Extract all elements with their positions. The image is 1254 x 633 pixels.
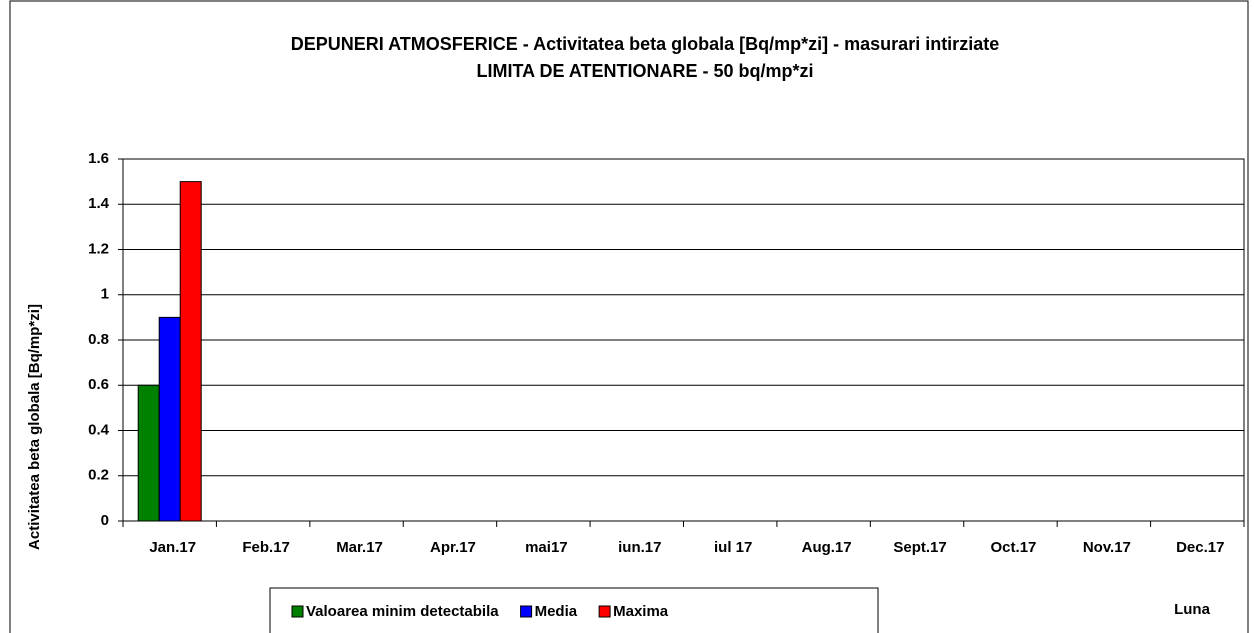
chart-title: DEPUNERI ATMOSFERICE - Activitatea beta … (291, 34, 999, 54)
bar (179, 181, 202, 522)
legend-box (269, 587, 879, 633)
bar (137, 384, 160, 522)
x-tick-label: iul 17 (714, 539, 752, 556)
y-tick-label: 0.8 (88, 331, 109, 348)
y-tick-label: 0.4 (88, 421, 110, 438)
x-axis-label: Luna (1174, 601, 1210, 618)
legend: Valoarea minim detectabila Media Maxima (291, 603, 669, 620)
legend-swatch (598, 605, 611, 618)
x-tick-label: Dec.17 (1176, 539, 1224, 556)
x-tick-label: Aug.17 (802, 539, 852, 556)
y-tick-label: 0.6 (88, 376, 109, 393)
x-tick-label: Sept.17 (893, 539, 946, 556)
x-tick-label: mai17 (525, 539, 568, 556)
y-tick-label: 1.4 (88, 195, 110, 212)
x-tick-label: Feb.17 (242, 539, 290, 556)
x-tick-label: Apr.17 (430, 539, 476, 556)
legend-label: Media (535, 603, 578, 620)
legend-swatch (291, 605, 304, 618)
chart-subtitle: LIMITA DE ATENTIONARE - 50 bq/mp*zi (477, 61, 814, 81)
x-tick-label: Mar.17 (336, 539, 383, 556)
legend-swatch (520, 605, 533, 618)
x-tick-label: iun.17 (618, 539, 661, 556)
x-tick-label: Nov.17 (1083, 539, 1131, 556)
y-tick-label: 1 (101, 286, 109, 303)
y-tick-label: 1.6 (88, 150, 109, 167)
legend-label: Maxima (613, 603, 669, 620)
y-axis-label: Activitatea beta globala [Bq/mp*zi] (26, 304, 43, 550)
y-tick-label: 1.2 (88, 240, 109, 257)
y-tick-label: 0.2 (88, 467, 109, 484)
bar (158, 316, 181, 522)
x-tick-label: Jan.17 (149, 539, 196, 556)
x-tick-label: Oct.17 (991, 539, 1037, 556)
legend-label: Valoarea minim detectabila (306, 603, 499, 620)
y-tick-label: 0 (101, 512, 109, 529)
